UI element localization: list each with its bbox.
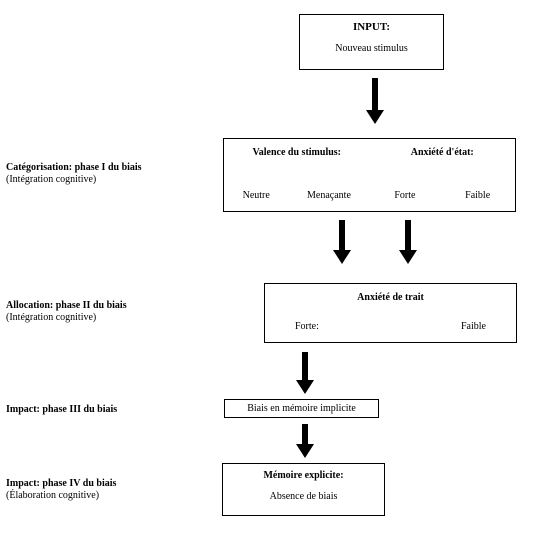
box-memoire-explicite: Mémoire explicite: Absence de biais bbox=[222, 463, 385, 516]
label-phase3: Impact: phase III du biais bbox=[6, 404, 226, 416]
label-phase2: Allocation: phase II du biais (Intégrati… bbox=[6, 300, 226, 324]
box-allocation: Anxiété de trait Forte: Faible bbox=[264, 283, 517, 343]
box-biais-implicite: Biais en mémoire implicite bbox=[224, 399, 379, 418]
mem-sub: Absence de biais bbox=[223, 491, 384, 502]
label-phase3-line1: Impact: phase III du biais bbox=[6, 404, 117, 415]
cat-left-title: Valence du stimulus: bbox=[224, 147, 370, 158]
label-phase4: Impact: phase IV du biais (Élaboration c… bbox=[6, 478, 226, 502]
label-phase1-line2: (Intégration cognitive) bbox=[6, 174, 96, 185]
cat-opt-menacante: Menaçante bbox=[307, 190, 351, 201]
alloc-opt-faible: Faible bbox=[461, 321, 486, 332]
mem-title: Mémoire explicite: bbox=[223, 470, 384, 481]
box-input: INPUT: Nouveau stimulus bbox=[299, 14, 444, 70]
box-input-sub: Nouveau stimulus bbox=[300, 43, 443, 54]
cat-opt-forte: Forte bbox=[394, 190, 415, 201]
diagram-canvas: INPUT: Nouveau stimulus Catégorisation: … bbox=[0, 0, 543, 553]
arrow-2b bbox=[399, 220, 417, 264]
alloc-title: Anxiété de trait bbox=[265, 292, 516, 303]
bmi-text: Biais en mémoire implicite bbox=[247, 403, 356, 414]
arrow-1 bbox=[366, 78, 384, 124]
label-phase2-line1: Allocation: phase II du biais bbox=[6, 300, 127, 311]
label-phase2-line2: (Intégration cognitive) bbox=[6, 312, 96, 323]
arrow-3 bbox=[296, 352, 314, 394]
label-phase4-line2: (Élaboration cognitive) bbox=[6, 490, 99, 501]
arrow-4 bbox=[296, 424, 314, 458]
alloc-opt-forte: Forte: bbox=[295, 321, 319, 332]
label-phase1: Catégorisation: phase I du biais (Intégr… bbox=[6, 162, 226, 186]
label-phase4-line1: Impact: phase IV du biais bbox=[6, 478, 116, 489]
box-input-title: INPUT: bbox=[300, 21, 443, 33]
cat-opt-neutre: Neutre bbox=[243, 190, 270, 201]
cat-opt-faible: Faible bbox=[465, 190, 490, 201]
cat-right-title: Anxiété d'état: bbox=[370, 147, 516, 158]
label-phase1-line1: Catégorisation: phase I du biais bbox=[6, 162, 142, 173]
box-categorisation: Valence du stimulus: Neutre Menaçante An… bbox=[223, 138, 516, 212]
arrow-2a bbox=[333, 220, 351, 264]
